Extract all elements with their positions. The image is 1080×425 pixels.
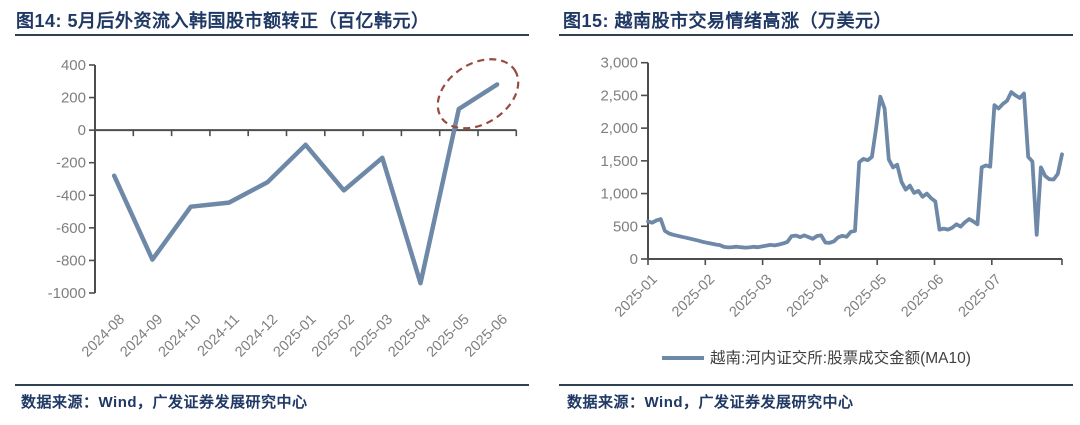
figure14-chart: 4002000-200-400-600-800-10002024-082024-… (48, 57, 520, 361)
x-tick-label: 2025-06 (898, 272, 947, 321)
x-tick-label: 2025-04 (784, 272, 833, 321)
legend-label: 越南:河内证交所:股票成交金额(MA10) (710, 349, 971, 367)
x-tick-label: 2025-07 (956, 272, 1005, 321)
x-tick-label: 2025-03 (726, 272, 775, 321)
x-tick-label: 2025-05 (841, 272, 890, 321)
figure14-title-rule (15, 34, 529, 36)
highlight-ellipse (436, 58, 520, 130)
y-tick-label: 0 (630, 251, 638, 268)
y-tick-label: -600 (56, 220, 86, 237)
y-tick-label: 3,000 (600, 55, 638, 72)
y-tick-label: -1000 (48, 285, 86, 302)
y-tick-label: -800 (56, 252, 86, 269)
y-tick-label: -400 (56, 187, 86, 204)
figure15-title: 图15: 越南股市交易情绪高涨（万美元） (563, 11, 893, 31)
x-tick-label: 2025-02 (669, 272, 718, 321)
figure14-title: 图14: 5月后外资流入韩国股市额转正（百亿韩元） (16, 11, 430, 31)
figure15-source: 数据来源：Wind，广发证券发展研究中心 (567, 394, 854, 411)
series-line (646, 90, 1064, 250)
y-tick-label: 500 (613, 218, 638, 235)
y-tick-label: 200 (61, 90, 86, 107)
y-tick-label: 0 (78, 122, 86, 139)
series-line (111, 82, 500, 286)
figure15-title-rule (559, 34, 1073, 36)
y-tick-label: -200 (56, 155, 86, 172)
y-tick-label: 2,500 (600, 87, 638, 104)
x-tick-label: 2025-01 (612, 272, 661, 321)
y-tick-label: 1,500 (600, 153, 638, 170)
figure15-source-rule (559, 384, 1073, 386)
x-tick-label: 2024-10 (156, 312, 205, 361)
figure14-panel: 图14: 5月后外资流入韩国股市额转正（百亿韩元） 400 200 0 -200 -40… (15, 11, 529, 411)
y-tick-label: 1,000 (600, 186, 638, 203)
figure14-source-rule (15, 384, 529, 386)
y-tick-label: 400 (61, 57, 86, 74)
x-tick-label: 2025-06 (462, 312, 511, 361)
y-tick-label: 2,000 (600, 120, 638, 137)
figure14-source: 数据来源：Wind，广发证券发展研究中心 (21, 394, 308, 411)
figure15-panel: 图15: 越南股市交易情绪高涨（万美元） 3,000 2,500 2,000 1,50… (540, 0, 1080, 425)
